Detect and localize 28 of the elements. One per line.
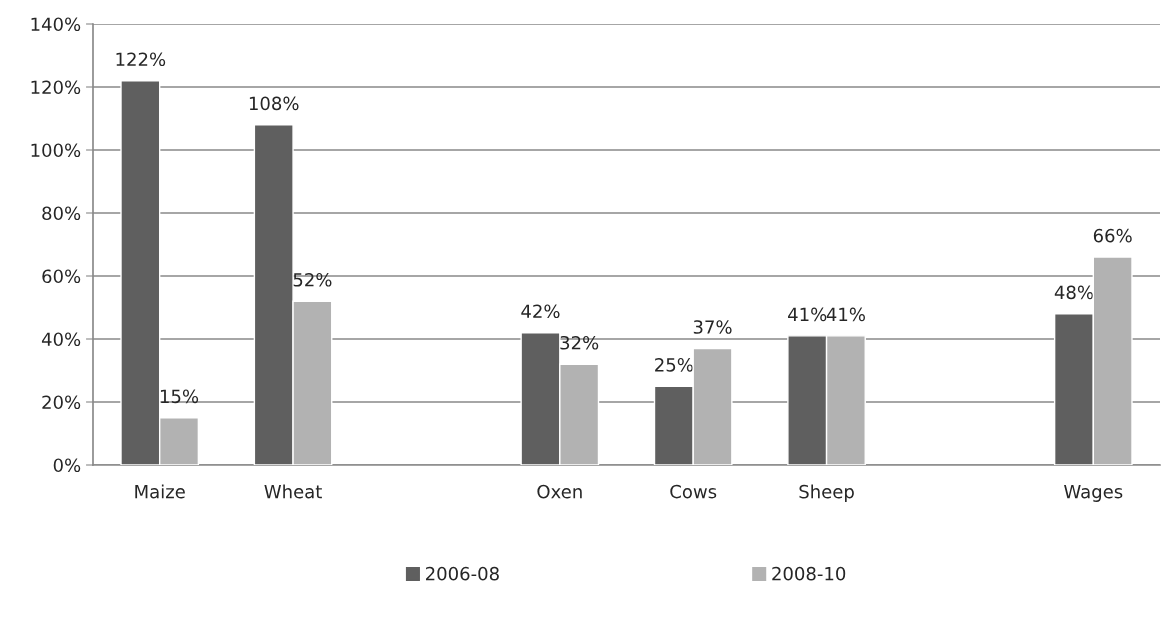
y-tick-label: 20% bbox=[42, 395, 81, 410]
data-label: 41% bbox=[826, 307, 865, 322]
data-label: 42% bbox=[521, 304, 560, 319]
data-label: 41% bbox=[788, 307, 827, 322]
legend-label: 2008-10 bbox=[772, 566, 846, 581]
data-label: 122% bbox=[116, 52, 166, 67]
x-tick-label: Sheep bbox=[799, 484, 854, 502]
y-tick-label: 100% bbox=[31, 143, 81, 158]
y-tick-label: 0% bbox=[53, 458, 81, 473]
x-tick-label: Wages bbox=[1064, 485, 1123, 502]
y-tick-label: 80% bbox=[42, 206, 81, 221]
x-tick-label: Wheat bbox=[264, 484, 322, 499]
y-tick-label: 60% bbox=[42, 269, 81, 284]
data-label: 15% bbox=[160, 389, 199, 404]
data-label: 48% bbox=[1054, 285, 1094, 300]
legend-label: 2006-08 bbox=[425, 566, 499, 581]
data-label: 52% bbox=[293, 272, 332, 287]
y-tick-label: 40% bbox=[41, 332, 81, 347]
data-label: 25% bbox=[655, 357, 693, 372]
x-tick-label: Cows bbox=[670, 484, 717, 499]
y-tick-label: 120% bbox=[31, 80, 81, 95]
data-label: 108% bbox=[249, 96, 299, 111]
y-tick-label: 140% bbox=[31, 17, 81, 32]
data-label: 37% bbox=[693, 320, 732, 334]
x-tick-label: Maize bbox=[135, 484, 185, 499]
data-label: 66% bbox=[1093, 228, 1132, 243]
x-tick-label: Oxen bbox=[537, 484, 582, 499]
data-label: 32% bbox=[560, 335, 599, 350]
